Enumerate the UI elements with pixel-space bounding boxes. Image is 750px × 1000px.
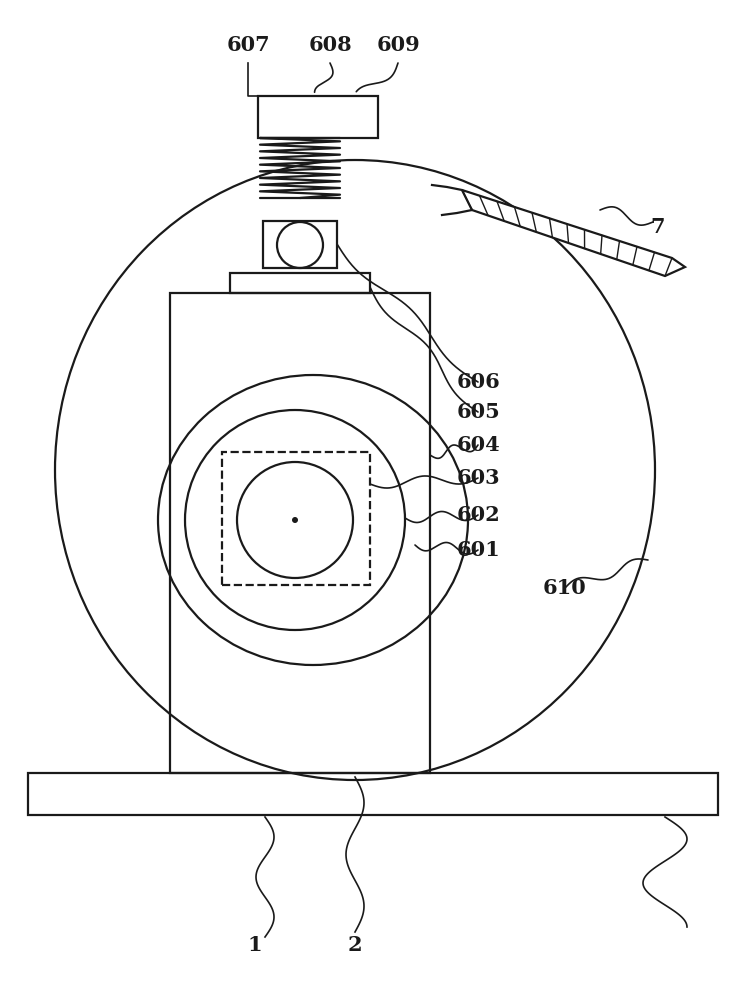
Text: 604: 604	[456, 435, 500, 455]
Bar	[258, 96, 378, 138]
Text: 609: 609	[376, 35, 420, 55]
Text: 601: 601	[456, 540, 500, 560]
Text: 7: 7	[651, 217, 665, 237]
Text: 602: 602	[456, 505, 500, 525]
Bar	[170, 293, 430, 773]
Text: 608: 608	[308, 35, 352, 55]
Text: 1: 1	[248, 935, 262, 955]
Text: 605: 605	[456, 402, 500, 422]
Text: 606: 606	[456, 372, 500, 392]
Circle shape	[292, 517, 298, 523]
Bar	[222, 452, 370, 585]
Text: 607: 607	[226, 35, 270, 55]
Text: 603: 603	[456, 468, 500, 488]
Bar	[263, 221, 337, 268]
Polygon shape	[462, 190, 685, 276]
Text: 2: 2	[348, 935, 362, 955]
Bar	[28, 773, 718, 815]
Text: 610: 610	[543, 578, 586, 598]
Bar	[230, 273, 370, 293]
